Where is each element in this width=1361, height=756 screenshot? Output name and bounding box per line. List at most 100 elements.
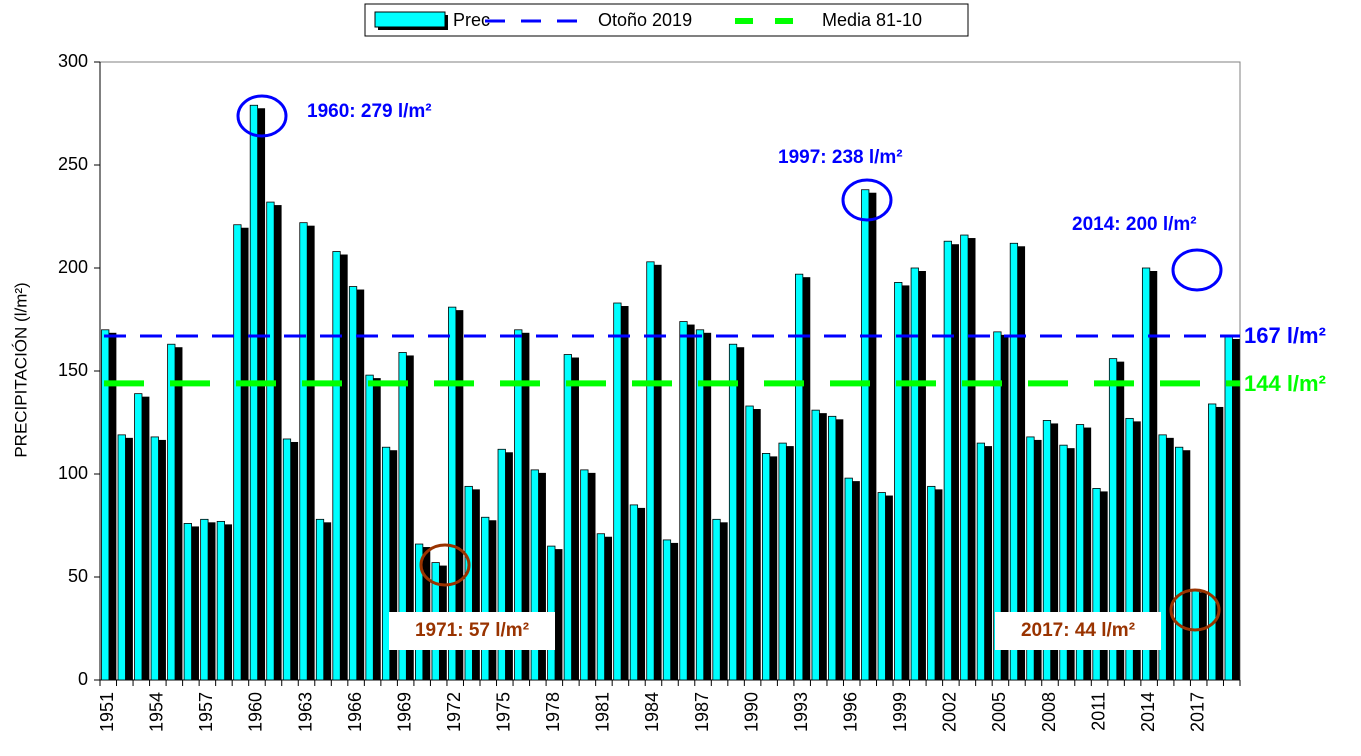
bar-shadow [1133,421,1141,680]
x-tick-label: 1954 [147,692,167,732]
legend-label: Prec [453,10,490,30]
bar-shadow [885,495,893,680]
bar-shadow [108,332,117,680]
annotation-circle [841,178,893,222]
bar [117,434,126,681]
bar [960,234,969,681]
bar-shadow [274,205,282,680]
bar-shadow [373,378,381,680]
bar-shadow [1149,271,1158,680]
bar [183,523,192,681]
bar-shadow [1034,439,1042,680]
bar-shadow [257,108,266,680]
bar-shadow [1083,427,1092,680]
bar-shadow [935,489,943,680]
bar-shadow [1100,491,1108,680]
annotation-circle [419,543,471,587]
bar-shadow [621,306,629,680]
bar-shadow [208,522,216,680]
bar-shadow [720,522,728,680]
bar-shadow [984,446,993,680]
bar [282,438,292,681]
bar [910,267,919,681]
bar-shadow [687,324,695,680]
annotation: 2017: 44 l/m² [1021,620,1135,641]
bar [1092,488,1101,681]
bar [943,240,952,681]
x-tick-label: 2008 [1039,692,1059,732]
bar [200,518,209,681]
bar [563,354,572,681]
x-tick-label: 2005 [989,692,1009,732]
bar [613,302,622,681]
bar [1208,403,1217,681]
x-tick-label: 1996 [840,692,860,732]
bar-shadow [918,271,926,680]
legend-swatch [374,11,446,28]
bar [530,469,539,681]
x-tick-label: 1975 [494,692,514,732]
y-tick-label: 100 [58,463,88,483]
x-tick-label: 1981 [593,692,613,732]
x-tick-label: 1990 [741,692,761,732]
bar-shadow [323,522,332,680]
bar [150,436,159,681]
bar [795,273,804,681]
bar-shadow [1166,437,1174,680]
bar-shadow [307,225,315,680]
bar-shadow [1199,592,1207,680]
bar [381,446,391,681]
bar [778,442,787,681]
bar-shadow [736,347,745,680]
x-tick-label: 1957 [196,692,216,732]
bar [233,224,242,681]
bar-shadow [835,419,844,680]
x-tick-label: 2011 [1088,692,1108,731]
x-tick-label: 1984 [642,692,662,732]
bar-shadow [703,332,712,680]
bar [332,251,341,681]
bar [629,504,639,681]
bar-shadow [472,489,480,680]
x-tick-label: 1969 [394,692,414,732]
bar [1042,420,1052,681]
bar [1108,358,1118,681]
bar-shadow [1116,361,1125,680]
bar-shadow [802,277,811,680]
bar-shadow [158,439,166,680]
bar-shadow [588,472,596,680]
y-tick-label: 200 [58,257,88,277]
bar-shadow [571,357,579,680]
annotation-circle [1169,588,1221,632]
bar [1175,446,1184,681]
bar-shadow [455,310,464,680]
bar [844,477,853,681]
bar [828,415,837,681]
bar [580,469,589,681]
reference-label: 167 l/m² [1244,323,1326,348]
bar-shadow [1232,338,1240,680]
bar-shadow [389,450,398,680]
bar [348,286,358,681]
bar [596,533,605,681]
bar [398,352,407,681]
bar-shadow [604,536,613,680]
bar-shadow [356,289,365,680]
bar [1141,267,1151,681]
bar-shadow [786,446,794,680]
x-tick-label: 1987 [692,692,712,732]
x-tick-label: 2002 [940,692,960,732]
annotation-circle [236,94,288,138]
bar-shadow [1215,406,1224,680]
y-tick-label: 150 [58,360,88,380]
bar-shadow [654,264,662,680]
legend-label: Media 81-10 [822,10,922,30]
bar [1026,436,1035,681]
bar-shadow [488,520,497,680]
bar-shadow [868,192,877,680]
annotation-box [389,612,555,650]
annotation-circle [1171,248,1223,292]
legend-box [364,3,969,37]
bar [1009,242,1019,681]
